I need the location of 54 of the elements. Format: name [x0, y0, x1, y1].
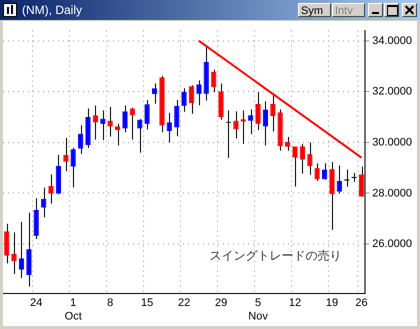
candlestick	[78, 124, 84, 154]
candlestick	[188, 84, 194, 114]
x-tick-label: 1 Oct	[64, 297, 82, 322]
x-tick-label: 19	[326, 297, 338, 310]
candlestick	[270, 94, 276, 132]
chart-title: (NM), Daily	[22, 3, 82, 17]
candlestick	[34, 198, 39, 240]
candlestick	[130, 107, 135, 140]
y-tick-label: 28.0000	[372, 187, 412, 200]
candlestick	[329, 161, 335, 230]
x-tick-label: 12	[288, 297, 302, 310]
candlestick	[18, 221, 24, 279]
candlestick	[100, 110, 106, 141]
candlestick	[41, 187, 46, 218]
candlestick	[322, 162, 328, 180]
annotation: スイングトレードの売り	[209, 248, 342, 263]
y-tick-label: 26.0000	[372, 238, 412, 250]
x-tick-label: 8	[107, 297, 114, 310]
candlestick	[26, 212, 32, 287]
candlestick	[166, 112, 172, 143]
candlestick	[174, 99, 180, 137]
candlestick	[248, 108, 254, 135]
candlestick	[336, 165, 342, 194]
candlestick	[92, 105, 98, 140]
y-tick-label: 32.0000	[372, 86, 412, 98]
candlestick	[196, 80, 202, 106]
x-tick-label: 22	[178, 297, 190, 310]
candlestick	[115, 123, 120, 146]
x-tick-label: 24	[30, 297, 42, 310]
x-tick-label: 5 Nov	[248, 297, 268, 322]
candlestick	[262, 100, 268, 146]
candlestick	[307, 142, 312, 176]
candlestick	[211, 68, 216, 93]
candlestick	[137, 118, 142, 154]
candlestick	[122, 105, 128, 133]
candlestick	[292, 146, 298, 188]
candlestick	[300, 143, 305, 174]
text: Intv	[332, 3, 365, 17]
candlestick	[314, 162, 320, 182]
x-tick-label: 29	[214, 297, 228, 310]
candlestick	[218, 82, 224, 120]
candlestick	[48, 174, 54, 204]
candlestick	[4, 223, 10, 264]
y-tick-label: 34.0000	[372, 34, 412, 47]
candlestick	[255, 92, 261, 130]
text: Sym	[298, 3, 331, 17]
candlestick	[182, 88, 187, 112]
candlestick	[144, 99, 150, 130]
candlestick	[12, 232, 17, 275]
candlestick	[70, 147, 76, 188]
y-tick-label: 30.0000	[372, 136, 412, 148]
candlestick	[108, 106, 113, 138]
x-tick-label: 15	[141, 297, 154, 310]
x-tick-label: 26	[355, 297, 368, 310]
